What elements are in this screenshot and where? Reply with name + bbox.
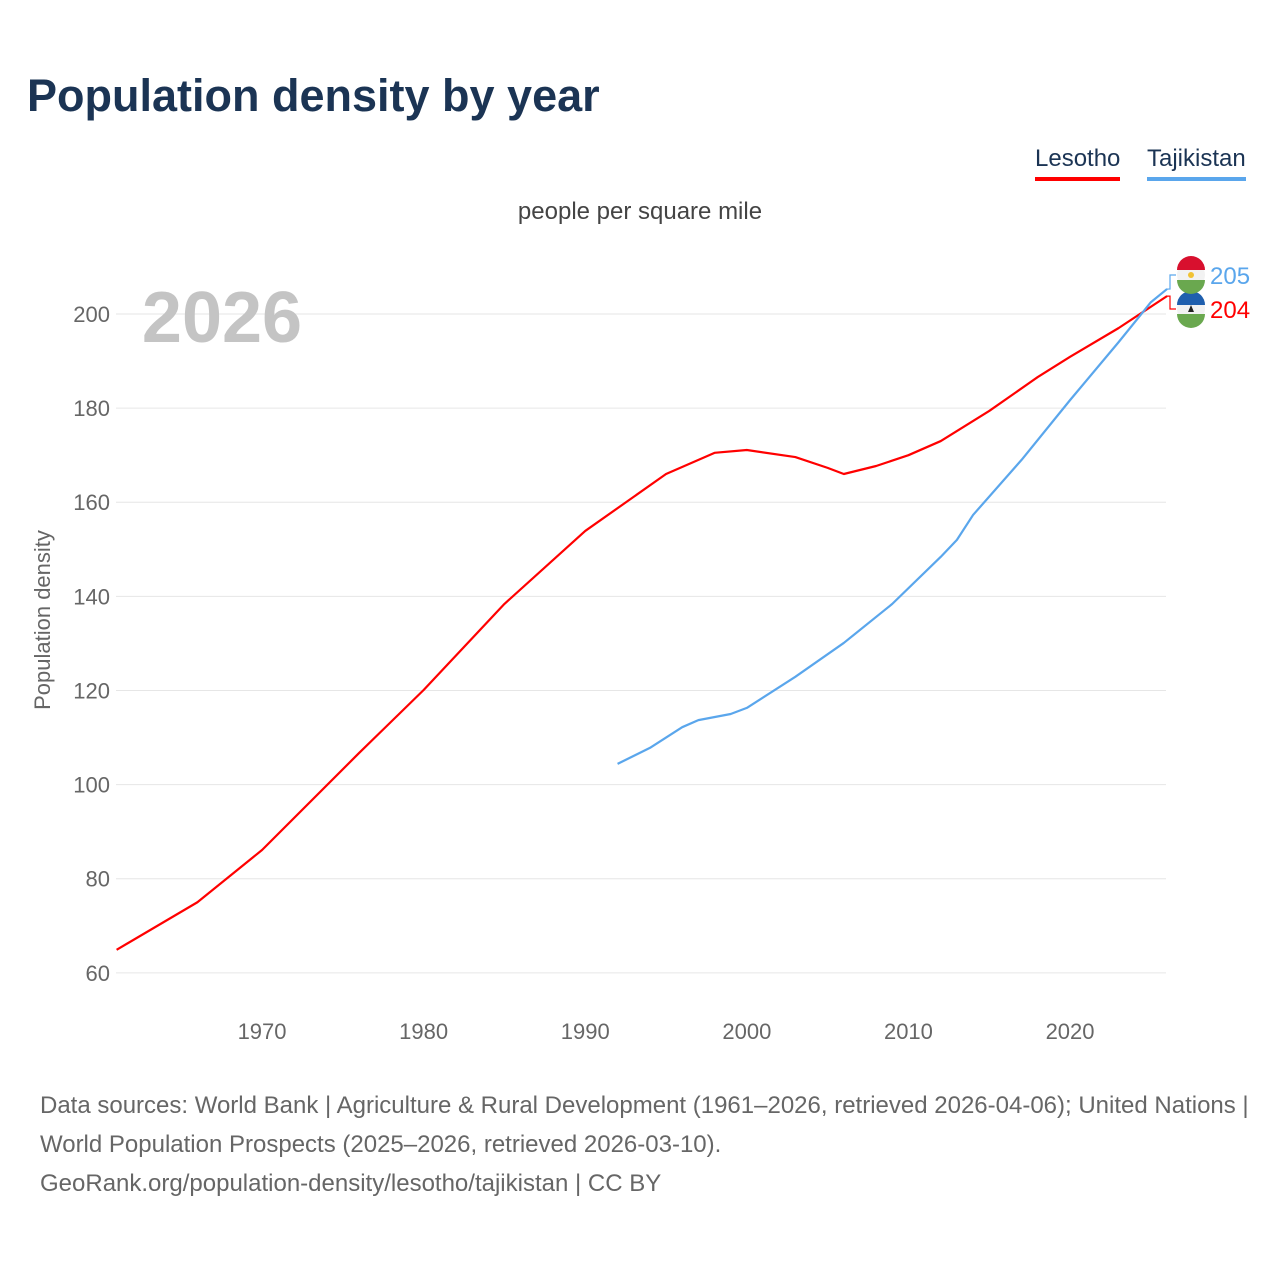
source-link[interactable]: GeoRank.org/population-density/lesotho/t… [40, 1170, 662, 1197]
legend-lesotho[interactable]: Lesotho [1035, 145, 1121, 181]
y-tick-label: 200 [73, 302, 110, 327]
chart-title: Population density by year [27, 70, 600, 121]
y-tick-label: 80 [86, 867, 110, 892]
chart-subtitle: people per square mile [517, 198, 763, 225]
end-value-label: 204 [1210, 297, 1250, 324]
x-tick-label: 1970 [238, 1019, 287, 1044]
x-tick-label: 2020 [1046, 1019, 1095, 1044]
legend-tajikistan[interactable]: Tajikistan [1147, 145, 1246, 181]
x-tick-label: 2010 [884, 1019, 933, 1044]
x-tick-label: 2000 [722, 1019, 771, 1044]
x-tick-label: 1990 [561, 1019, 610, 1044]
label-connector [1166, 295, 1176, 310]
y-tick-label: 140 [73, 584, 110, 609]
y-tick-label: 100 [73, 773, 110, 798]
y-axis-label: Population density [30, 530, 55, 710]
year-watermark: 2026 [142, 278, 302, 358]
x-tick-label: 1980 [399, 1019, 448, 1044]
source-text: Data sources: World Bank | Agriculture &… [40, 1092, 1249, 1158]
flag-lesotho-icon [1177, 291, 1205, 328]
y-tick-label: 60 [86, 961, 110, 986]
series-line-lesotho [116, 295, 1168, 951]
y-tick-label: 120 [73, 678, 110, 703]
label-connector [1166, 274, 1176, 290]
flag-tajikistan-icon [1177, 256, 1205, 294]
end-value-label: 205 [1210, 263, 1250, 290]
series-line-tajikistan [617, 288, 1168, 765]
y-tick-label: 180 [73, 396, 110, 421]
y-tick-label: 160 [73, 490, 110, 515]
source-note: Data sources: World Bank | Agriculture &… [40, 1086, 1250, 1203]
